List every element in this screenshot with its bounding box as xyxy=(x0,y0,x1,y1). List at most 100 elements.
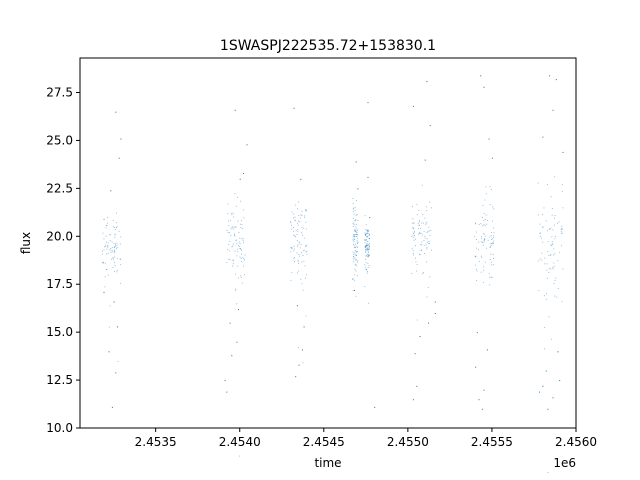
data-point xyxy=(291,271,293,273)
data-point xyxy=(234,234,236,236)
data-point xyxy=(297,240,298,241)
data-point xyxy=(114,246,116,248)
data-point xyxy=(235,205,237,207)
data-point xyxy=(296,252,298,254)
data-point xyxy=(493,235,495,237)
data-point xyxy=(367,255,369,257)
data-point xyxy=(550,268,552,270)
data-point xyxy=(490,232,492,233)
data-point xyxy=(354,229,356,231)
data-point xyxy=(551,241,553,242)
data-point xyxy=(232,216,234,218)
data-point xyxy=(290,247,292,248)
data-point xyxy=(229,258,231,260)
data-point xyxy=(412,234,414,236)
data-point xyxy=(112,257,114,259)
data-point xyxy=(369,254,370,256)
data-point xyxy=(411,248,413,250)
data-point xyxy=(429,243,430,244)
data-point xyxy=(290,221,292,223)
data-point xyxy=(355,215,357,216)
data-point xyxy=(110,251,112,253)
data-point xyxy=(231,212,233,214)
data-point xyxy=(365,249,367,251)
data-point xyxy=(116,245,118,246)
data-point xyxy=(560,229,562,230)
data-point xyxy=(292,247,294,249)
data-point xyxy=(234,233,235,235)
data-point xyxy=(106,225,108,226)
data-point xyxy=(561,245,562,247)
data-point xyxy=(305,246,307,248)
data-point xyxy=(369,238,370,240)
data-point xyxy=(357,237,358,239)
data-point xyxy=(229,219,231,221)
data-point xyxy=(298,263,299,264)
data-point xyxy=(239,243,241,245)
data-point xyxy=(539,232,541,234)
data-point xyxy=(429,234,431,236)
data-point xyxy=(356,245,358,247)
data-point xyxy=(355,161,357,163)
data-point xyxy=(306,210,307,212)
data-point xyxy=(301,226,303,228)
data-point xyxy=(480,255,482,257)
data-point xyxy=(243,258,245,260)
data-point xyxy=(365,245,366,246)
data-point xyxy=(418,228,419,230)
data-point xyxy=(426,206,427,208)
data-point xyxy=(429,125,431,127)
data-point xyxy=(552,109,554,111)
data-point xyxy=(364,286,366,287)
data-point xyxy=(368,302,369,304)
data-point xyxy=(554,238,556,240)
data-point xyxy=(301,349,303,351)
data-point xyxy=(542,227,544,229)
data-point xyxy=(364,242,366,244)
data-point xyxy=(357,234,359,236)
data-point xyxy=(416,270,418,272)
data-point xyxy=(419,232,421,234)
data-point xyxy=(478,399,480,401)
data-point xyxy=(355,251,357,252)
data-point xyxy=(420,233,422,234)
data-point xyxy=(240,257,242,259)
data-point xyxy=(476,247,477,249)
data-point xyxy=(367,231,368,233)
data-point xyxy=(239,246,241,247)
data-point xyxy=(365,239,367,241)
data-point xyxy=(233,263,234,265)
data-point xyxy=(242,257,244,258)
data-point xyxy=(412,233,414,234)
data-point xyxy=(414,353,416,355)
data-point xyxy=(412,206,413,208)
data-point xyxy=(416,319,418,321)
data-point xyxy=(356,255,357,257)
data-point xyxy=(291,211,293,213)
data-point xyxy=(551,338,553,340)
data-point xyxy=(366,245,368,247)
data-point xyxy=(239,241,241,243)
data-point xyxy=(368,246,370,248)
data-point xyxy=(236,341,238,343)
data-point xyxy=(354,254,356,256)
data-point xyxy=(118,157,120,159)
data-point xyxy=(547,241,549,242)
data-point xyxy=(421,244,423,246)
data-point xyxy=(480,271,482,273)
data-point xyxy=(415,261,417,263)
data-point xyxy=(353,241,355,243)
data-point xyxy=(114,265,116,266)
data-point xyxy=(232,228,234,230)
data-point xyxy=(553,266,555,267)
data-point xyxy=(554,215,556,216)
data-point xyxy=(416,214,418,216)
data-point xyxy=(226,230,228,231)
data-point xyxy=(540,235,541,237)
data-point xyxy=(299,255,301,257)
data-point xyxy=(550,254,551,256)
data-point xyxy=(491,261,492,263)
data-point xyxy=(302,362,304,364)
data-point xyxy=(493,232,495,234)
data-point xyxy=(224,380,226,382)
